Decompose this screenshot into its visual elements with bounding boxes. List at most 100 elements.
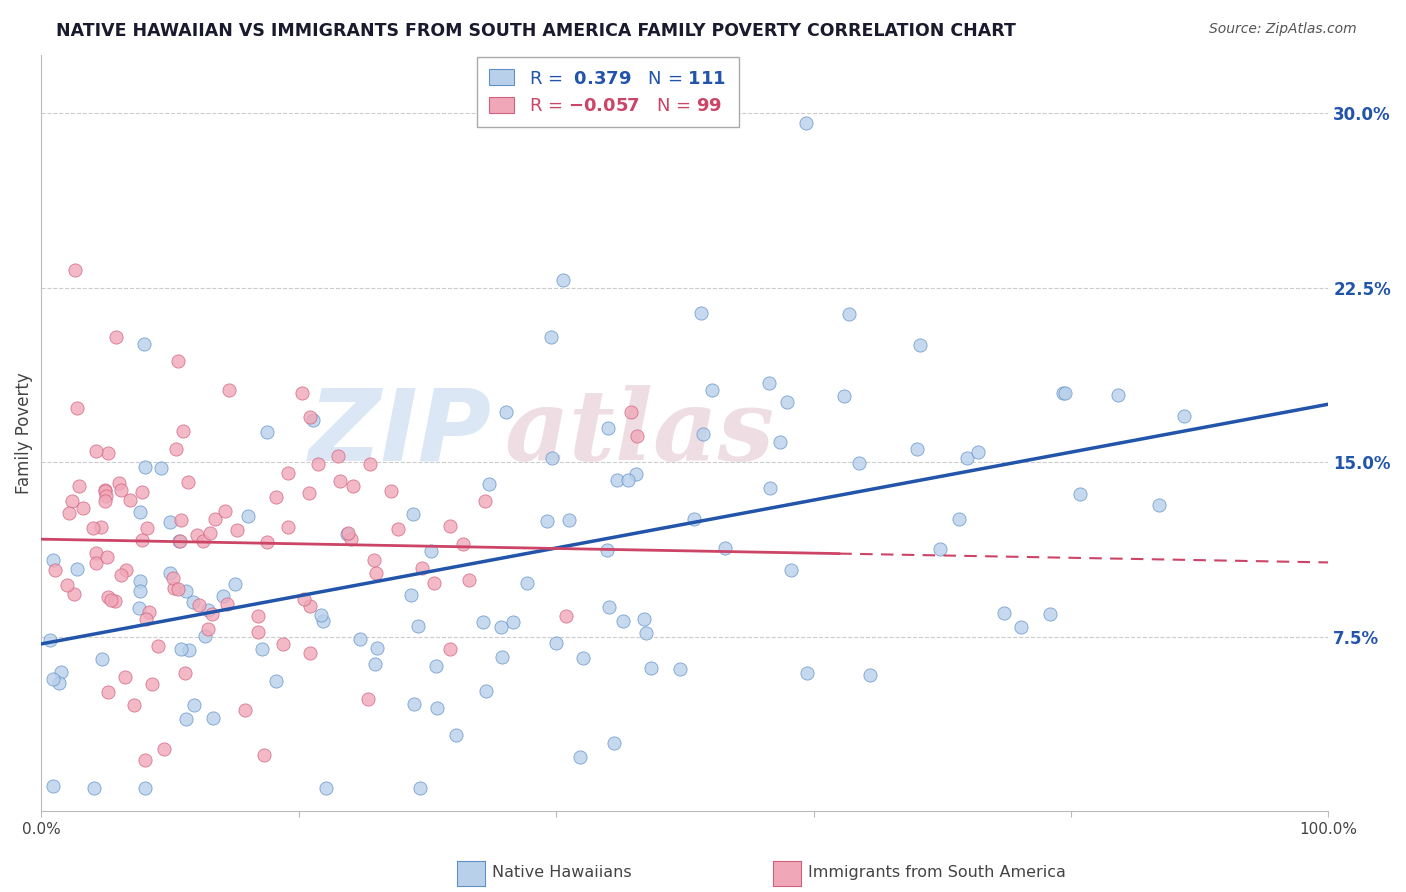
Point xyxy=(948,512,970,526)
Point xyxy=(42,552,65,566)
Point xyxy=(179,643,201,657)
Point xyxy=(235,703,257,717)
Point xyxy=(148,640,170,654)
Point xyxy=(238,509,260,524)
Point xyxy=(170,642,193,657)
Point xyxy=(307,458,329,472)
Point xyxy=(859,668,882,682)
Point xyxy=(91,652,114,666)
Point xyxy=(444,728,467,742)
Point xyxy=(399,588,422,602)
Point xyxy=(253,747,276,762)
Point xyxy=(51,665,73,680)
Point xyxy=(84,444,107,458)
Point xyxy=(94,489,117,503)
Point xyxy=(489,619,512,633)
Point xyxy=(96,550,118,565)
Point xyxy=(796,666,818,681)
Point xyxy=(97,445,120,459)
Point xyxy=(626,467,648,481)
Point xyxy=(540,330,562,344)
Point xyxy=(495,405,517,419)
Point xyxy=(183,698,205,712)
Text: NATIVE HAWAIIAN VS IMMIGRANTS FROM SOUTH AMERICA FAMILY POVERTY CORRELATION CHAR: NATIVE HAWAIIAN VS IMMIGRANTS FROM SOUTH… xyxy=(56,22,1017,40)
Point xyxy=(342,479,364,493)
Point xyxy=(1052,386,1074,401)
Point xyxy=(419,544,441,558)
Point xyxy=(172,424,194,438)
Point xyxy=(65,263,87,277)
Point xyxy=(516,575,538,590)
Point xyxy=(1069,486,1091,500)
Point xyxy=(956,451,979,466)
Point xyxy=(66,562,89,576)
Point xyxy=(63,587,86,601)
Point xyxy=(312,614,335,628)
Point xyxy=(329,475,352,489)
Point xyxy=(131,533,153,548)
Point xyxy=(256,425,278,439)
Point xyxy=(471,615,494,629)
Text: Source: ZipAtlas.com: Source: ZipAtlas.com xyxy=(1209,22,1357,37)
Point xyxy=(60,494,83,508)
Point xyxy=(363,553,385,567)
Point xyxy=(848,456,870,470)
Point xyxy=(132,337,155,351)
Point xyxy=(176,713,198,727)
Point xyxy=(252,642,274,657)
Point xyxy=(1010,620,1032,634)
Point xyxy=(159,566,181,580)
Point xyxy=(606,473,628,487)
Point xyxy=(84,556,107,570)
Point xyxy=(478,477,501,491)
Point xyxy=(198,526,221,541)
Point xyxy=(90,519,112,533)
Point xyxy=(42,672,65,686)
Point xyxy=(598,599,620,614)
Point xyxy=(97,591,120,605)
Point xyxy=(38,632,60,647)
Point xyxy=(758,376,780,391)
Point xyxy=(357,692,380,706)
Point xyxy=(224,577,246,591)
Point xyxy=(758,481,780,495)
Point xyxy=(536,514,558,528)
Point xyxy=(1173,409,1195,423)
Point xyxy=(114,670,136,684)
Point xyxy=(197,603,219,617)
Point xyxy=(1147,498,1170,512)
Point xyxy=(423,575,446,590)
Point xyxy=(187,598,209,612)
Point xyxy=(1107,387,1129,401)
Point xyxy=(204,512,226,526)
Point xyxy=(202,711,225,725)
Point xyxy=(266,490,288,504)
Point xyxy=(163,581,186,595)
Point xyxy=(159,515,181,529)
Point xyxy=(93,493,115,508)
Point xyxy=(380,484,402,499)
Point xyxy=(905,442,928,456)
Point xyxy=(558,513,581,527)
Point xyxy=(668,662,690,676)
Point xyxy=(67,479,90,493)
Point xyxy=(603,736,626,750)
Point xyxy=(128,600,150,615)
Text: Immigrants from South America: Immigrants from South America xyxy=(808,865,1066,880)
Point xyxy=(366,640,388,655)
Point xyxy=(100,592,122,607)
Point xyxy=(1039,607,1062,621)
Point xyxy=(553,273,575,287)
Point xyxy=(115,563,138,577)
Point xyxy=(832,389,855,403)
Point xyxy=(838,307,860,321)
Point xyxy=(169,533,191,548)
Point xyxy=(292,592,315,607)
Point xyxy=(340,532,363,546)
Y-axis label: Family Poverty: Family Poverty xyxy=(15,373,32,494)
Point xyxy=(181,595,204,609)
Point xyxy=(134,753,156,767)
Point xyxy=(571,651,593,665)
Point xyxy=(554,609,576,624)
Point xyxy=(193,629,215,643)
